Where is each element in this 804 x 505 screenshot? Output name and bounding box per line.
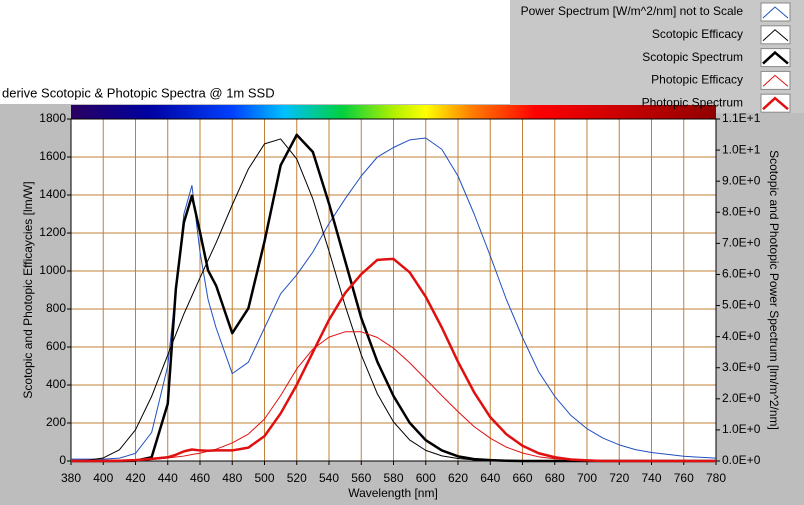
x-tick-label: 520 — [287, 471, 307, 485]
y-tick-label: 1400 — [39, 187, 66, 201]
x-tick-label: 780 — [706, 471, 726, 485]
x-tick-label: 400 — [93, 471, 113, 485]
x-axis-label: Wavelength [nm] — [348, 486, 438, 500]
y-tick-label: 1800 — [39, 111, 66, 125]
y2-tick-label: 0.0E+0 — [722, 453, 761, 467]
legend-swatch — [762, 50, 789, 65]
legend-label: Scotopic Efficacy — [652, 27, 743, 41]
y-axis-label: Scotopic and Photopic Efficaycies [lm/W] — [21, 181, 35, 398]
legend-label: Scotopic Spectrum — [642, 50, 743, 64]
legend-swatch-box — [760, 2, 791, 22]
x-tick-label: 540 — [319, 471, 339, 485]
y2-tick-label: 1.0E+0 — [722, 422, 761, 436]
y2-tick-label: 3.0E+0 — [722, 360, 761, 374]
x-tick-label: 760 — [674, 471, 694, 485]
x-tick-label: 580 — [383, 471, 403, 485]
y-tick-label: 0 — [59, 453, 66, 467]
y-tick-label: 200 — [46, 415, 66, 429]
legend-swatch-box — [760, 48, 791, 68]
y2-axis-label: Scotopic and Photopic Power Spectrum [lm… — [767, 150, 781, 430]
series-line — [71, 257, 716, 463]
y-tick-label: 800 — [46, 301, 66, 315]
legend-label: Photopic Spectrum — [642, 95, 743, 109]
legend-swatch-box — [760, 70, 791, 90]
y2-tick-label: 1.1E+1 — [722, 111, 761, 125]
title-panel — [0, 0, 510, 104]
x-tick-label: 440 — [158, 471, 178, 485]
legend-swatch — [762, 96, 789, 111]
y2-tick-label: 5.0E+0 — [722, 298, 761, 312]
x-tick-label: 560 — [351, 471, 371, 485]
y-tick-label: 1600 — [39, 149, 66, 163]
y-tick-label: 1000 — [39, 263, 66, 277]
x-tick-label: 460 — [190, 471, 210, 485]
spectrum-bar — [71, 105, 716, 119]
plot-border — [70, 118, 717, 462]
y2-tick-label: 1.0E+1 — [722, 142, 761, 156]
legend-swatch — [762, 74, 789, 87]
x-tick-label: 600 — [416, 471, 436, 485]
x-tick-label: 480 — [222, 471, 242, 485]
x-tick-label: 660 — [512, 471, 532, 485]
x-tick-label: 380 — [61, 471, 81, 485]
x-tick-label: 720 — [609, 471, 629, 485]
legend-label: Power Spectrum [W/m^2/nm] not to Scale — [521, 4, 744, 18]
y2-tick-label: 4.0E+0 — [722, 329, 761, 343]
x-tick-label: 500 — [254, 471, 274, 485]
y-tick-label: 1200 — [39, 225, 66, 239]
y2-tick-label: 8.0E+0 — [722, 204, 761, 218]
y2-tick-label: 6.0E+0 — [722, 267, 761, 281]
x-tick-label: 700 — [577, 471, 597, 485]
x-tick-label: 680 — [545, 471, 565, 485]
x-tick-label: 620 — [448, 471, 468, 485]
legend-swatch — [762, 6, 789, 19]
x-tick-label: 640 — [480, 471, 500, 485]
legend-swatch-box — [760, 25, 791, 45]
y-tick-label: 400 — [46, 377, 66, 391]
y2-tick-label: 7.0E+0 — [722, 236, 761, 250]
y2-tick-label: 9.0E+0 — [722, 173, 761, 187]
x-tick-label: 420 — [125, 471, 145, 485]
legend-swatch — [762, 29, 789, 42]
legend-label: Photopic Efficacy — [651, 73, 743, 87]
legend-swatch-box — [760, 93, 791, 113]
legend-panel — [510, 0, 804, 113]
x-tick-label: 740 — [641, 471, 661, 485]
chart-title: derive Scotopic & Photopic Spectra @ 1m … — [2, 85, 275, 100]
y2-tick-label: 2.0E+0 — [722, 391, 761, 405]
y-tick-label: 600 — [46, 339, 66, 353]
